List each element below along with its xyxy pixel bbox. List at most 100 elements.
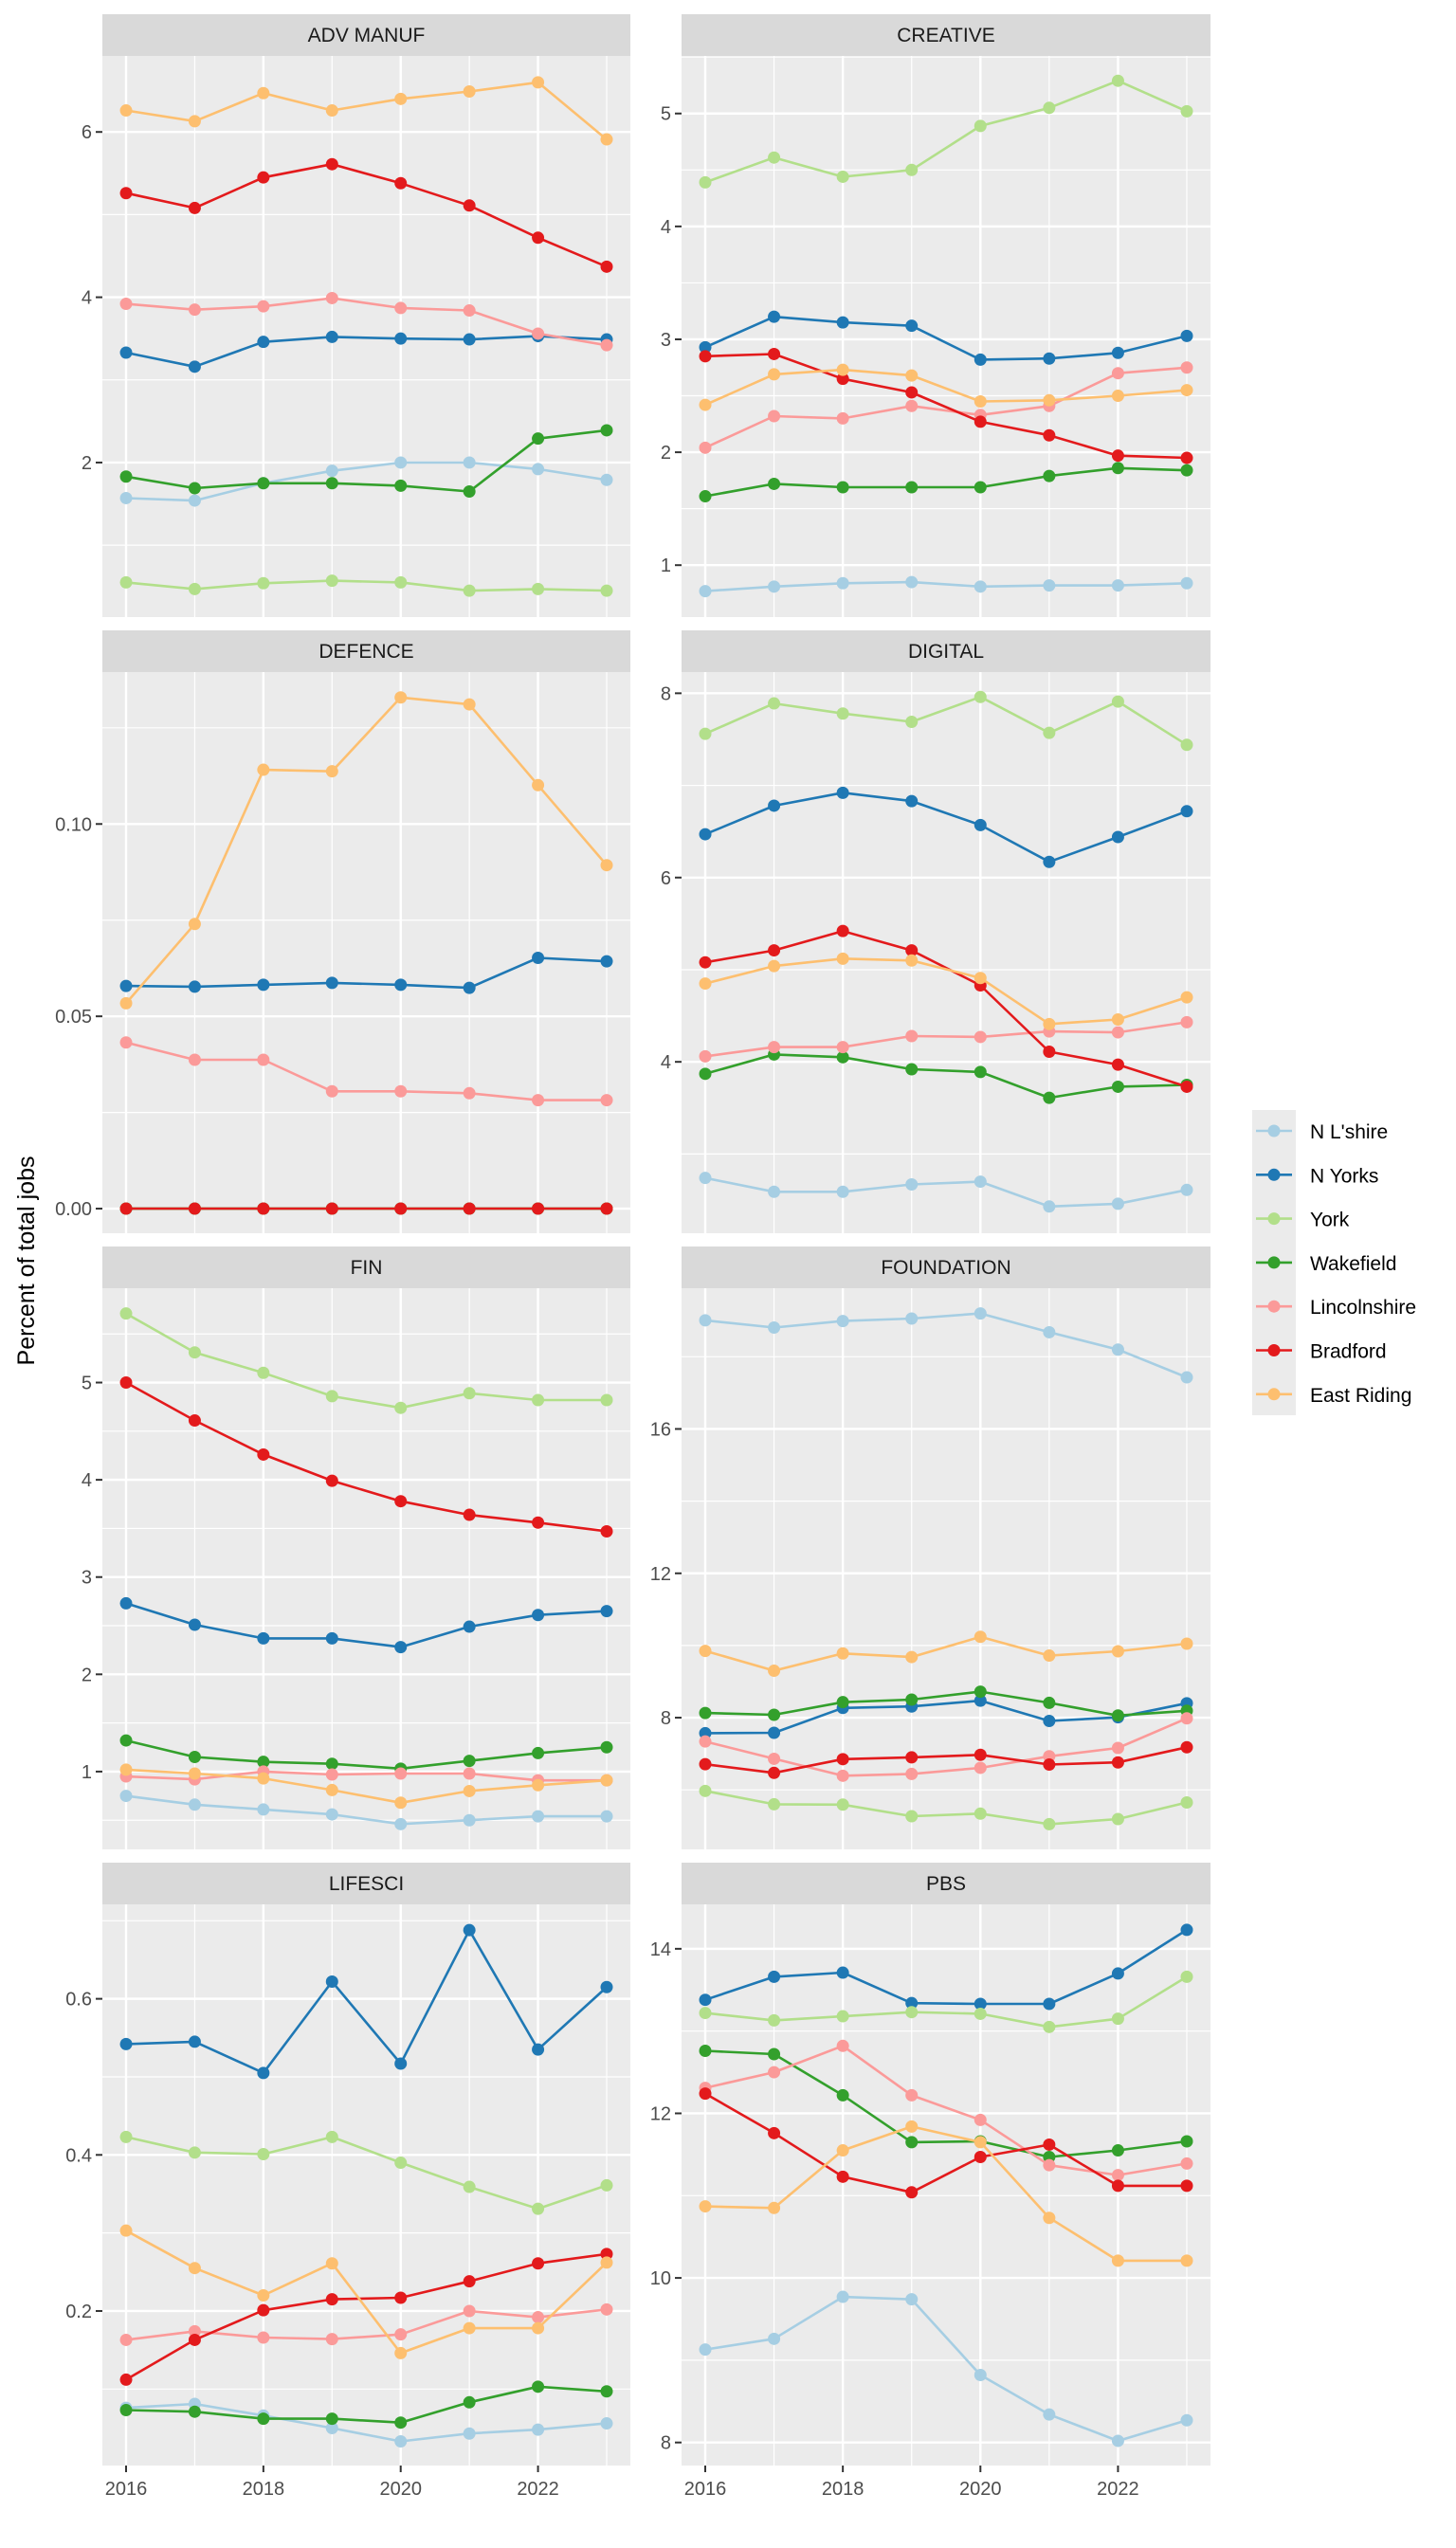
data-point (532, 231, 545, 245)
data-point (257, 2147, 270, 2160)
facet-digital: DIGITAL 4 6 8 (661, 630, 1210, 1233)
data-point (699, 398, 712, 411)
data-point (974, 1761, 987, 1774)
series-line (125, 956, 608, 990)
data-point (257, 2289, 270, 2302)
series-line (125, 1041, 607, 1101)
data-point (1111, 1343, 1124, 1356)
data-point (325, 1631, 338, 1645)
data-point (325, 1474, 338, 1487)
legend-item-east-riding: East Riding (1256, 1385, 1411, 1407)
y-tick-label: 3 (82, 1568, 92, 1589)
data-point (325, 1757, 338, 1771)
data-point (532, 2423, 545, 2436)
data-point (325, 2333, 338, 2346)
data-point (905, 715, 919, 728)
data-point (768, 959, 781, 973)
facet-title: DEFENCE (318, 641, 413, 663)
x-tick-label: 2020 (379, 2479, 422, 2500)
data-point (394, 691, 408, 704)
data-point (1180, 2413, 1193, 2427)
data-point (1043, 1325, 1056, 1338)
data-point (532, 1393, 545, 1407)
data-point (699, 441, 712, 454)
data-point (1111, 462, 1124, 475)
data-point (600, 338, 613, 352)
series-lincolnshire (119, 1036, 613, 1107)
data-point (188, 1618, 201, 1631)
data-point (394, 2057, 408, 2070)
series-bradford (699, 347, 1193, 464)
data-point (325, 1768, 338, 1781)
data-point (257, 2303, 270, 2317)
data-point (463, 1923, 476, 1937)
data-point (836, 411, 849, 425)
data-point (463, 2304, 476, 2318)
data-point (463, 2180, 476, 2193)
data-point (463, 199, 476, 212)
series-east-riding (119, 1763, 613, 1810)
data-point (394, 1796, 408, 1810)
facet-pbs: PBS 8 10 12 14 2016 2018 2020 2022 (650, 1863, 1210, 2500)
data-point (394, 176, 408, 190)
data-point (699, 1735, 712, 1748)
facet-strip (682, 14, 1210, 56)
data-point (188, 582, 201, 595)
data-point (905, 2120, 919, 2133)
panel-background (682, 1288, 1210, 1849)
series-line (125, 2230, 608, 2355)
y-tick-label: 0.2 (65, 2302, 92, 2322)
y-tick-label: 0.4 (65, 2145, 92, 2166)
data-point (1111, 2434, 1124, 2448)
data-point (119, 1376, 133, 1390)
series-line (125, 2385, 608, 2424)
facet-title: ADV MANUF (308, 25, 426, 46)
data-point (905, 1063, 919, 1076)
data-point (119, 470, 133, 483)
data-point (836, 481, 849, 494)
data-point (463, 1784, 476, 1797)
data-point (532, 1202, 545, 1215)
series-line (125, 1312, 607, 1410)
legend-point (1267, 1388, 1281, 1401)
series-line (704, 353, 1188, 460)
data-point (1043, 101, 1056, 115)
data-point (1180, 2135, 1193, 2148)
data-point (1043, 469, 1056, 482)
data-point (699, 727, 712, 740)
data-point (699, 956, 712, 969)
data-point (257, 763, 270, 776)
series-east-riding (119, 76, 613, 146)
series-east-riding (699, 363, 1193, 411)
data-point (1180, 1183, 1193, 1196)
data-point (699, 977, 712, 991)
data-point (905, 794, 919, 808)
data-point (257, 2412, 270, 2426)
data-point (768, 477, 781, 490)
data-point (1180, 805, 1193, 818)
data-point (1111, 1812, 1124, 1826)
data-point (119, 996, 133, 1010)
data-point (836, 1315, 849, 1328)
series-line (704, 1746, 1188, 1774)
data-point (768, 2201, 781, 2214)
data-point (119, 2037, 133, 2050)
data-point (463, 304, 476, 318)
data-point (532, 1094, 545, 1107)
data-point (532, 1778, 545, 1792)
data-point (836, 2170, 849, 2183)
data-point (836, 2039, 849, 2052)
data-point (905, 163, 919, 176)
data-point (1111, 74, 1124, 87)
facet-strip (102, 1247, 630, 1288)
data-point (1180, 329, 1193, 342)
facet-lifesci: LIFESCI 0.2 0.4 0.6 2016 2018 2020 2022 (65, 1863, 630, 2500)
data-point (1043, 2211, 1056, 2225)
legend-label: Wakefield (1310, 1253, 1396, 1275)
y-axis-title: Percent of total jobs (13, 1156, 40, 1366)
data-point (257, 576, 270, 590)
series-line (125, 1770, 607, 1782)
data-point (188, 1346, 201, 1359)
y-tick-label: 6 (82, 122, 92, 143)
data-point (699, 350, 712, 363)
